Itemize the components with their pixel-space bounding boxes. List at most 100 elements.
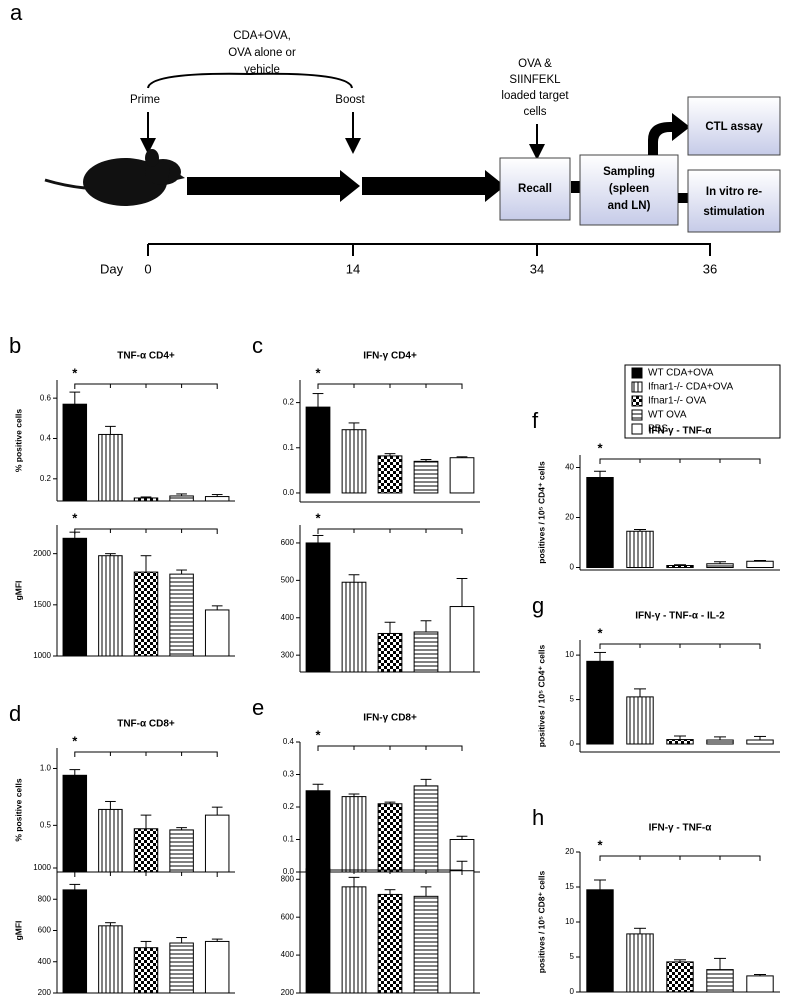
significance-bracket bbox=[74, 871, 218, 877]
significance-bracket bbox=[599, 643, 761, 649]
day: 14 bbox=[346, 261, 360, 276]
ctl-label: CTL assay bbox=[705, 121, 763, 133]
bar bbox=[98, 925, 123, 994]
bar bbox=[413, 785, 439, 873]
bar bbox=[449, 606, 475, 673]
y-tick-label: 0 bbox=[570, 987, 575, 996]
y-tick-label: 0.0 bbox=[283, 867, 295, 876]
panel-label: d bbox=[9, 701, 21, 726]
legend-swatch bbox=[631, 367, 643, 379]
bar bbox=[169, 829, 194, 873]
bar bbox=[62, 889, 88, 994]
chart-title: IFN-γ - TNF-α bbox=[649, 426, 713, 437]
y-tick-label: 0.2 bbox=[40, 474, 52, 483]
chart: 0 5 10 positives / 10⁵ CD4⁺ cells g IFN-γ - T… bbox=[532, 593, 780, 753]
y-tick-label: 400 bbox=[281, 613, 295, 622]
bar bbox=[586, 477, 614, 568]
bar bbox=[413, 895, 439, 994]
y-tick-label: 600 bbox=[281, 538, 295, 547]
significance-star: * bbox=[315, 510, 321, 525]
y-tick-label: 300 bbox=[281, 650, 295, 659]
chart-title: TNF-α CD8+ bbox=[117, 719, 175, 730]
bar bbox=[341, 429, 367, 494]
bar bbox=[204, 814, 230, 873]
y-tick-label: 20 bbox=[565, 513, 574, 522]
panel-label: e bbox=[252, 695, 264, 720]
brace bbox=[147, 72, 353, 89]
bar bbox=[377, 455, 403, 494]
bar bbox=[204, 496, 230, 502]
target-text: loaded target bbox=[501, 90, 569, 102]
recall-box bbox=[499, 157, 571, 221]
bar bbox=[133, 571, 159, 657]
restim-box bbox=[687, 169, 781, 233]
bar bbox=[377, 632, 403, 673]
bar bbox=[626, 696, 654, 745]
y-tick-label: 0.6 bbox=[40, 393, 52, 402]
y-tick-label: 40 bbox=[565, 463, 574, 472]
significance-star: * bbox=[72, 733, 78, 748]
bar bbox=[341, 796, 367, 873]
y-tick-label: 0 bbox=[570, 563, 575, 572]
significance-star: * bbox=[597, 625, 603, 640]
y-tick-label: 0 bbox=[570, 739, 575, 748]
significance-bracket bbox=[74, 528, 218, 534]
panel-label: b bbox=[9, 333, 21, 358]
chart: 300 400 500 600 * bbox=[281, 510, 480, 673]
sampling-label: (spleen bbox=[609, 183, 649, 195]
chart-title: IFN-γ CD4+ bbox=[363, 351, 417, 362]
y-tick-label: 20 bbox=[565, 847, 574, 856]
target-text: cells bbox=[523, 106, 546, 118]
day-label: Day bbox=[100, 261, 124, 276]
panel-label: h bbox=[532, 805, 544, 830]
chart-title: IFN-γ - TNF-α - IL-2 bbox=[635, 611, 725, 622]
bar bbox=[377, 893, 403, 994]
legend-swatch bbox=[631, 381, 643, 393]
legend-swatch bbox=[631, 409, 643, 421]
y-tick-label: 1000 bbox=[33, 863, 51, 872]
bar bbox=[666, 739, 694, 745]
significance-star: * bbox=[315, 851, 321, 866]
y-axis-label: positives / 10⁵ CD4⁺ cells bbox=[536, 644, 546, 747]
bar bbox=[449, 457, 475, 494]
sampling-box bbox=[579, 154, 679, 226]
y-axis-label: % positive cells bbox=[13, 778, 23, 842]
bar bbox=[305, 406, 331, 494]
y-tick-label: 0.4 bbox=[283, 737, 295, 746]
y-axis-label: positives / 10⁵ CD8⁺ cells bbox=[536, 870, 546, 973]
legend-entry: WT OVA bbox=[648, 410, 687, 421]
legend-entry: WT CDA+OVA bbox=[648, 368, 714, 379]
bar bbox=[133, 828, 159, 873]
bar bbox=[413, 631, 439, 673]
mouse bbox=[44, 149, 185, 206]
big-arrow bbox=[362, 170, 505, 202]
prime-label: Prime bbox=[130, 94, 160, 106]
sampling-label: and LN) bbox=[608, 200, 651, 212]
y-tick-label: 0.1 bbox=[283, 443, 295, 452]
y-tick-label: 0.0 bbox=[283, 488, 295, 497]
panel-label: c bbox=[252, 333, 263, 358]
y-tick-label: 0.5 bbox=[40, 820, 52, 829]
chart: 0 5 10 15 20 positives / 10⁵ CD8⁺ cells h IFN-γ… bbox=[532, 805, 780, 996]
day: 36 bbox=[703, 261, 717, 276]
chart: 200 400 600 800 1000 gMFI * bbox=[13, 853, 235, 997]
legend-box bbox=[624, 364, 781, 439]
bar bbox=[666, 565, 694, 568]
chart-title: TNF-α CD4+ bbox=[117, 351, 175, 362]
bar bbox=[62, 403, 88, 502]
chart: 1000 1500 2000 gMFI * bbox=[13, 510, 235, 660]
legend-entry: PBS bbox=[648, 424, 668, 435]
chart: 0 20 40 positives / 10⁵ CD4⁺ cells f IFN-γ - … bbox=[532, 408, 780, 572]
restim-label: stimulation bbox=[703, 206, 764, 218]
significance-star: * bbox=[315, 365, 321, 380]
bar bbox=[341, 886, 367, 994]
y-tick-label: 0.2 bbox=[283, 802, 295, 811]
restim-label: In vitro re- bbox=[706, 186, 762, 198]
panel-label: a bbox=[10, 0, 23, 25]
bar bbox=[169, 573, 194, 657]
day: 34 bbox=[530, 261, 544, 276]
bar bbox=[98, 555, 123, 657]
timeline bbox=[147, 243, 711, 256]
y-tick-label: 400 bbox=[38, 957, 52, 966]
significance-bracket bbox=[317, 869, 463, 875]
